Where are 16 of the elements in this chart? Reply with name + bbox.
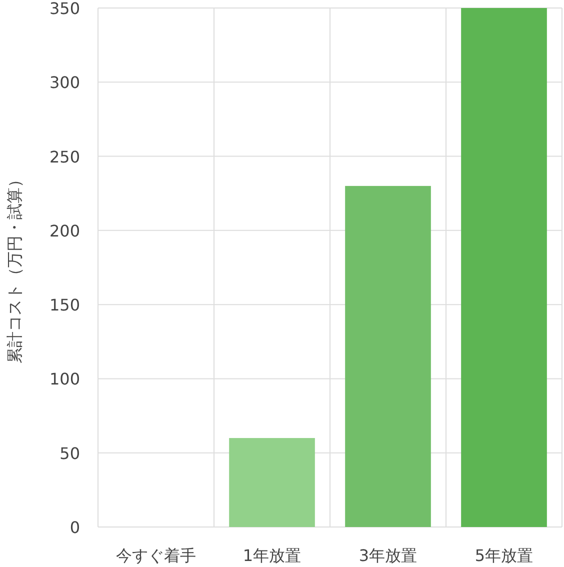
x-tick-label: 今すぐ着手 xyxy=(116,546,196,565)
bar xyxy=(461,8,547,527)
y-tick-label: 150 xyxy=(49,296,80,315)
x-tick-label: 3年放置 xyxy=(358,546,418,565)
x-tick-label: 1年放置 xyxy=(242,546,302,565)
y-tick-label: 300 xyxy=(49,73,80,92)
y-tick-label: 200 xyxy=(49,221,80,240)
y-tick-label: 50 xyxy=(60,444,80,463)
y-tick-label: 350 xyxy=(49,0,80,18)
y-tick-label: 0 xyxy=(70,518,80,537)
x-tick-label: 5年放置 xyxy=(474,546,534,565)
y-tick-label: 250 xyxy=(49,147,80,166)
y-tick-label: 100 xyxy=(49,370,80,389)
bar xyxy=(345,186,431,527)
bar xyxy=(229,438,315,527)
y-axis-title: 累計コスト（万円・試算） xyxy=(5,172,24,364)
